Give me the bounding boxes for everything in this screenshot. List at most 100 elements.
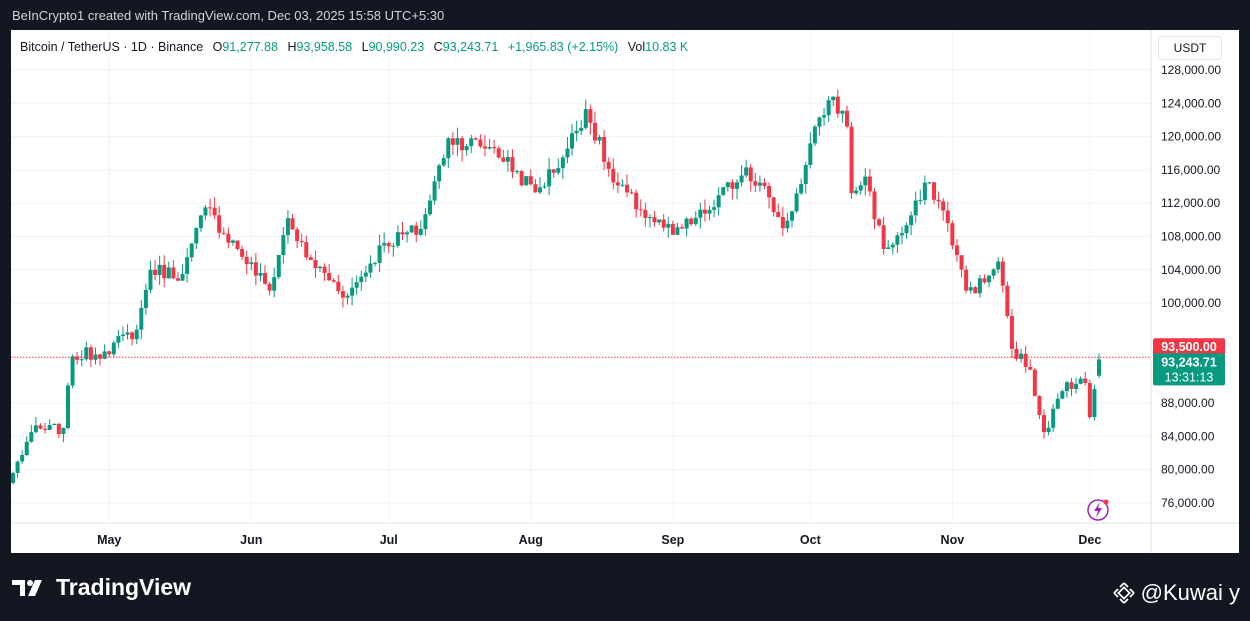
candle-body (822, 115, 827, 118)
candle-body (423, 214, 428, 230)
candle-body (941, 201, 946, 211)
candle-body (583, 109, 588, 128)
volume-label: Vol (627, 40, 646, 54)
candle-body (959, 255, 964, 270)
candle-body (240, 248, 245, 257)
candle-body (382, 243, 387, 246)
candle-body (675, 227, 680, 235)
candle-body (927, 182, 932, 184)
candle-body (643, 209, 648, 218)
candle-body (450, 138, 455, 145)
candle-body (803, 164, 808, 185)
last-price-tag (1153, 353, 1225, 386)
candle-body (739, 175, 744, 183)
candle-body (84, 347, 89, 360)
candle-body (373, 262, 377, 264)
candle-body (304, 242, 309, 258)
candle-body (588, 109, 593, 123)
candle-body (43, 428, 48, 430)
candle-body (185, 257, 190, 274)
candle-body (982, 278, 987, 283)
countdown-label: 13:31:13 (1165, 370, 1214, 384)
time-tick-label: Sep (661, 533, 684, 547)
high-label: H (287, 40, 297, 54)
candle-body (52, 423, 57, 426)
candle-body (331, 280, 336, 282)
low-label: L (361, 40, 369, 54)
candle-body (116, 336, 121, 343)
candle-body (166, 267, 171, 279)
candle-body (120, 334, 125, 337)
candle-body (684, 218, 689, 229)
candle-body (748, 167, 753, 182)
candle-body (492, 147, 497, 149)
candle-body (134, 329, 139, 340)
candle-body (308, 257, 313, 260)
candle-body (547, 169, 552, 187)
candle-body (299, 241, 304, 243)
candle-body (496, 148, 501, 158)
chart-panel[interactable]: 128,000.00 124,000.00 120,000.00 116,000.00… (11, 30, 1239, 553)
candle-body (533, 184, 538, 193)
candle-body (707, 209, 712, 214)
candle-body (666, 224, 671, 228)
candle-body (867, 176, 872, 192)
candle-body (432, 181, 437, 201)
candle-body (102, 351, 107, 359)
candle-body (327, 272, 332, 281)
candle-body (817, 117, 822, 127)
volume-value: 10.83 K (645, 40, 689, 54)
candle-body (391, 245, 396, 247)
price-tick-label: 76,000.00 (1161, 496, 1215, 510)
candle-body (244, 256, 249, 265)
candle-body (446, 138, 451, 159)
candle-body (88, 347, 93, 360)
candle-body (1060, 391, 1065, 399)
candle-body (909, 215, 914, 226)
chart-caption: BeInCrypto1 created with TradingView.com… (12, 8, 445, 23)
candle-body (776, 212, 781, 218)
candle-body (1009, 315, 1014, 349)
candle-body (258, 272, 263, 276)
candle-body (11, 472, 15, 483)
author-watermark: @Kuwai y (1112, 580, 1240, 606)
candle-body (276, 255, 281, 278)
candle-body (194, 228, 199, 244)
candle-body (689, 218, 694, 225)
candle-body (886, 247, 891, 249)
close-value: 93,243.71 (442, 40, 499, 54)
candle-body (634, 192, 639, 210)
price-axis[interactable]: 128,000.00 124,000.00 120,000.00 116,000.00… (1150, 30, 1221, 553)
candle-body (56, 423, 61, 434)
candle-body (592, 122, 597, 141)
candles (11, 89, 1101, 485)
candle-body (973, 287, 978, 294)
candle-body (987, 275, 992, 283)
candle-body (400, 232, 405, 235)
candle-body (290, 218, 295, 230)
candle-body (757, 182, 762, 186)
candle-body (968, 287, 973, 291)
time-axis[interactable]: May Jun Jul Aug Sep Oct Nov Dec (11, 522, 1239, 547)
candle-body (130, 332, 135, 340)
candle-body (1032, 369, 1037, 396)
candle-body (1055, 398, 1060, 409)
candle-body (542, 186, 547, 188)
candle-body (657, 219, 662, 223)
candle-body (835, 96, 840, 114)
candle-body (1000, 261, 1005, 286)
symbol-name[interactable]: Bitcoin / TetherUS · 1D · Binance (20, 40, 204, 54)
currency-button[interactable]: USDT (1158, 36, 1222, 60)
candle-body (647, 217, 652, 219)
candle-body (180, 273, 185, 281)
candle-body (386, 243, 391, 247)
candle-body (363, 272, 368, 277)
candle-body (1046, 427, 1051, 433)
candle-body (221, 232, 226, 234)
candle-body (368, 263, 373, 273)
candle-body (1092, 389, 1097, 418)
candle-body (767, 186, 772, 198)
candle-body (629, 192, 634, 194)
candle-body (487, 147, 492, 149)
candlestick-chart[interactable]: 128,000.00 124,000.00 120,000.00 116,000.00… (11, 30, 1239, 553)
